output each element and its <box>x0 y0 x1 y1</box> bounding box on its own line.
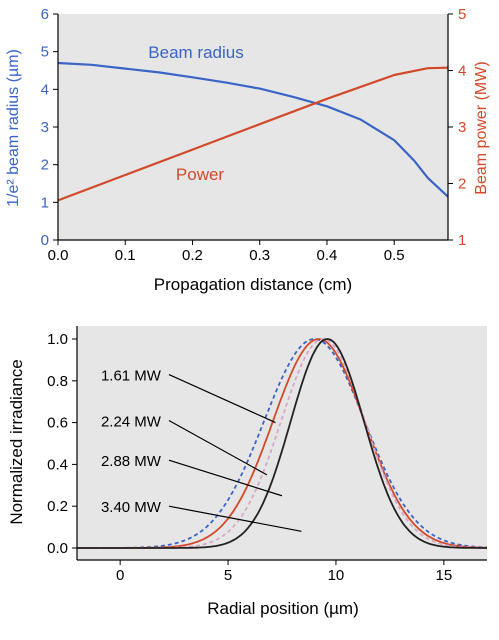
top-left-y-tick-label: 4 <box>41 81 49 98</box>
bottom-plot-area <box>77 326 487 560</box>
top-chart: 0.0 0.1 0.2 0.3 0.4 0.5 0 1 2 3 4 5 6 1 2 3 4 5 Beam radi… <box>5 6 490 294</box>
curve-annotation-leader <box>168 505 302 532</box>
top-left-y-tick-label: 1 <box>41 194 49 211</box>
beam-radius-line <box>57 61 449 198</box>
bottom-y-axis-label: Normalized irradiance <box>7 359 26 524</box>
top-x-tick-label: 0.3 <box>249 247 270 264</box>
curve-annotation-label: 2.24 MW <box>101 414 162 431</box>
top-x-tick-label: 0.5 <box>384 247 405 264</box>
top-x-tick-label: 0.1 <box>115 247 136 264</box>
top-left-y-tick-label: 3 <box>41 119 49 136</box>
irradiance-curve-340 <box>77 338 487 549</box>
curve-annotation-leader <box>168 419 268 476</box>
top-left-y-tick-label: 6 <box>41 6 49 23</box>
bottom-chart: 0 5 10 15 0.0 0.2 0.4 0.6 0.8 1.0 1.61 MW 2.24 MW 2… <box>7 326 488 618</box>
bottom-x-tick-label: 0 <box>116 567 124 584</box>
top-x-tick-label: 0.2 <box>182 247 203 264</box>
power-series-label: Power <box>176 165 225 184</box>
top-left-y-tick-label: 2 <box>41 157 49 174</box>
top-right-y-axis-label: Beam power (MW) <box>473 61 490 194</box>
top-right-y-tick-label: 3 <box>458 119 466 136</box>
beam-radius-series-label: Beam radius <box>148 43 243 62</box>
curve-annotation-label: 2.88 MW <box>101 453 162 470</box>
irradiance-curve-161 <box>77 338 488 549</box>
bottom-y-tick-label: 0.0 <box>47 540 68 557</box>
top-x-tick-label: 0.0 <box>48 247 69 264</box>
top-axes: 0.0 0.1 0.2 0.3 0.4 0.5 0 1 2 3 4 5 6 1 2 3 4 5 <box>41 6 467 264</box>
bottom-x-tick-label: 15 <box>435 567 452 584</box>
bottom-x-axis-label: Radial position (µm) <box>207 599 359 618</box>
bottom-y-tick-label: 0.4 <box>47 456 68 473</box>
top-right-y-tick-label: 5 <box>458 6 466 23</box>
bottom-axes: 0 5 10 15 0.0 0.2 0.4 0.6 0.8 1.0 <box>47 326 487 584</box>
top-x-axis-label: Propagation distance (cm) <box>154 275 352 294</box>
bottom-x-tick-label: 5 <box>224 567 232 584</box>
top-right-y-tick-label: 2 <box>458 176 466 193</box>
curve-annotation-leader <box>168 373 276 424</box>
bottom-y-tick-label: 0.8 <box>47 373 68 390</box>
top-x-tick-label: 0.4 <box>317 247 338 264</box>
bottom-y-tick-label: 0.6 <box>47 415 68 432</box>
irradiance-curve-288 <box>77 338 487 549</box>
top-series-group <box>57 61 449 202</box>
bottom-series-group <box>77 338 488 549</box>
top-left-y-tick-label: 5 <box>41 44 49 61</box>
top-right-y-tick-label: 1 <box>458 232 466 249</box>
curve-annotation-leader <box>168 459 283 497</box>
bottom-y-tick-label: 0.2 <box>47 498 68 515</box>
bottom-annotations: 1.61 MW 2.24 MW 2.88 MW 3.40 MW <box>101 368 302 532</box>
bottom-y-tick-label: 1.0 <box>47 331 68 348</box>
power-line <box>57 66 449 202</box>
curve-annotation-label: 1.61 MW <box>101 368 162 385</box>
bottom-x-tick-label: 10 <box>328 567 345 584</box>
top-right-y-tick-label: 4 <box>458 63 466 80</box>
top-left-y-axis-label: 1/e² beam radius (µm) <box>5 49 22 207</box>
top-left-y-tick-label: 0 <box>41 232 49 249</box>
curve-annotation-label: 3.40 MW <box>101 499 162 516</box>
